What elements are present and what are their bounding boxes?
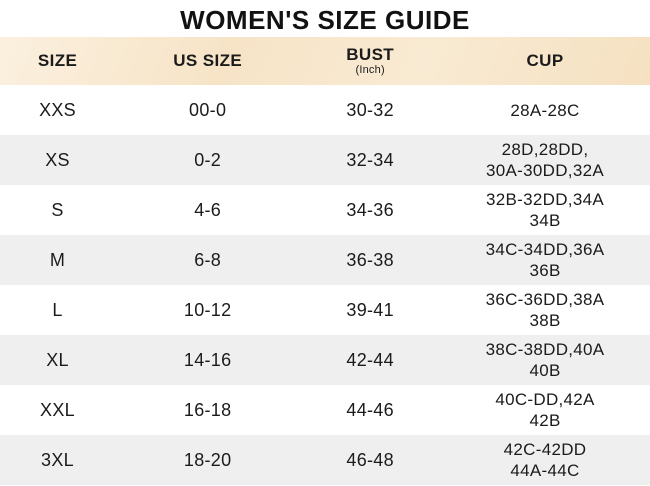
cell-us-size: 18-20 [183, 449, 232, 470]
header-cell-bust: BUST (Inch) [300, 46, 440, 76]
cell-size: 3XL [41, 449, 74, 470]
header-bust-unit: (Inch) [355, 64, 385, 76]
size-guide-table: SIZE US SIZE BUST (Inch) CUP XXS 00-0 30… [0, 37, 650, 485]
cell-us-size: 16-18 [183, 399, 232, 420]
table-row: XL 14-16 42-44 38C-38DD,40A 40B [0, 335, 650, 385]
cell-bust: 30-32 [346, 99, 394, 120]
cell-bust: 36-38 [346, 249, 394, 270]
cell-us-size: 6-8 [194, 249, 222, 270]
cell-us-size: 4-6 [194, 199, 222, 220]
cell-size: XL [46, 349, 69, 370]
table-row: XXL 16-18 44-46 40C-DD,42A 42B [0, 385, 650, 435]
cell-cup: 38C-38DD,40A 40B [485, 340, 605, 380]
table-row: 3XL 18-20 46-48 42C-42DD 44A-44C [0, 435, 650, 485]
table-header-row: SIZE US SIZE BUST (Inch) CUP [0, 37, 650, 85]
cell-bust: 39-41 [346, 299, 394, 320]
cell-bust: 34-36 [346, 199, 394, 220]
cell-us-size: 0-2 [194, 149, 222, 170]
cell-cup: 34C-34DD,36A 36B [485, 240, 605, 280]
cell-cup: 28D,28DD, 30A-30DD,32A [486, 140, 604, 180]
table-row: XXS 00-0 30-32 28A-28C [0, 85, 650, 135]
cell-cup: 40C-DD,42A 42B [495, 390, 595, 430]
table-row: S 4-6 34-36 32B-32DD,34A 34B [0, 185, 650, 235]
table-row: M 6-8 36-38 34C-34DD,36A 36B [0, 235, 650, 285]
cell-size: XS [45, 149, 70, 170]
cell-bust: 32-34 [346, 149, 394, 170]
header-bust-label: BUST [346, 45, 395, 64]
cell-cup: 32B-32DD,34A 34B [486, 190, 604, 230]
cell-cup: 42C-42DD 44A-44C [503, 440, 587, 480]
cell-bust: 42-44 [346, 349, 394, 370]
cell-us-size: 00-0 [189, 99, 227, 120]
cell-size: XXL [40, 399, 75, 420]
cell-us-size: 14-16 [183, 349, 232, 370]
cell-size: XXS [39, 99, 76, 120]
cell-bust: 46-48 [346, 449, 394, 470]
header-cell-cup: CUP [526, 51, 564, 70]
cell-bust: 44-46 [346, 399, 394, 420]
page-title: WOMEN'S SIZE GUIDE [180, 5, 470, 35]
header-cell-size: SIZE [37, 51, 78, 70]
table-row: XS 0-2 32-34 28D,28DD, 30A-30DD,32A [0, 135, 650, 185]
header-cell-us-size: US SIZE [173, 51, 243, 70]
cell-us-size: 10-12 [183, 299, 232, 320]
cell-size: L [52, 299, 63, 320]
cell-cup: 36C-36DD,38A 38B [485, 290, 605, 330]
table-row: L 10-12 39-41 36C-36DD,38A 38B [0, 285, 650, 335]
cell-size: M [49, 249, 66, 270]
cell-cup: 28A-28C [510, 100, 580, 120]
cell-size: S [51, 199, 64, 220]
